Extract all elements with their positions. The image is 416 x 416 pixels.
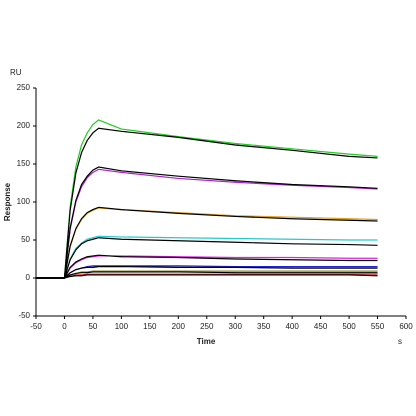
sensorgram-line — [36, 127, 378, 279]
sensorgram-line — [36, 206, 378, 279]
x-tick-label: 250 — [200, 322, 214, 331]
x-tick-label: 150 — [143, 322, 157, 331]
x-tick-label: 450 — [314, 322, 328, 331]
x-tick-label: 550 — [371, 322, 385, 331]
y-tick-label: 100 — [17, 197, 31, 206]
sensorgram-line — [36, 119, 378, 279]
y-tick-label: 50 — [21, 235, 30, 244]
x-tick-label: 400 — [285, 322, 299, 331]
y-tick-label: -50 — [18, 311, 30, 320]
sensorgram-line — [36, 254, 378, 279]
x-unit: s — [398, 337, 402, 346]
y-tick-label: 250 — [17, 83, 31, 92]
x-tick-label: 0 — [62, 322, 67, 331]
y-tick-label: 0 — [26, 273, 31, 282]
x-tick-label: -50 — [30, 322, 42, 331]
y-tick-label: 150 — [17, 159, 31, 168]
y-tick-label: 200 — [17, 121, 31, 130]
sensorgram-line — [36, 274, 378, 279]
x-tick-label: 500 — [342, 322, 356, 331]
y-axis-title: Response — [3, 182, 12, 221]
sensorgram-line — [36, 266, 378, 279]
sensorgram-line — [36, 166, 378, 279]
x-tick-label: 200 — [172, 322, 186, 331]
sensorgram-line — [36, 237, 378, 279]
x-tick-label: 300 — [229, 322, 243, 331]
sensorgram-line — [36, 271, 378, 279]
y-unit: RU — [10, 68, 22, 77]
x-tick-label: 600 — [399, 322, 413, 331]
x-tick-label: 100 — [115, 322, 129, 331]
x-tick-label: 350 — [257, 322, 271, 331]
x-tick-label: 50 — [88, 322, 97, 331]
x-axis-title: Time — [197, 337, 216, 346]
